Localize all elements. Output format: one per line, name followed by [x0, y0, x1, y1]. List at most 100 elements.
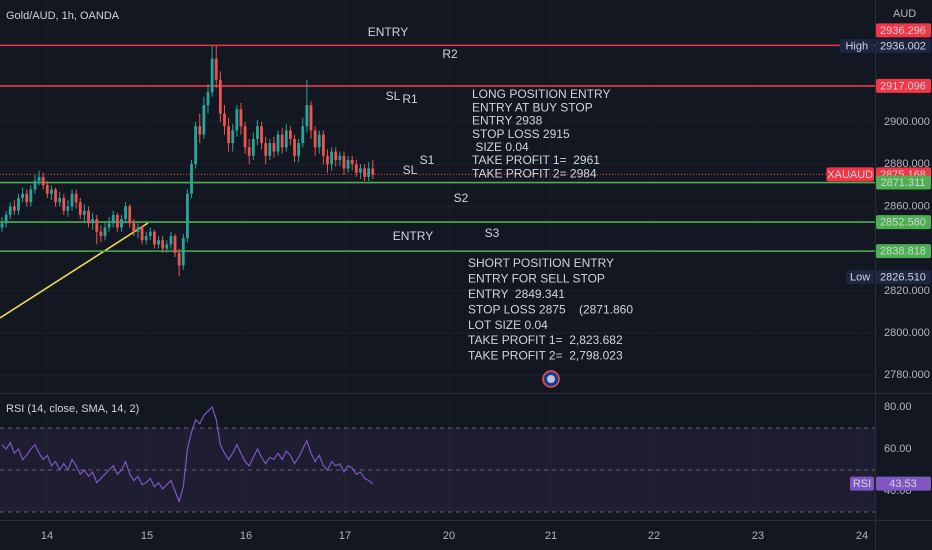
price-badge — [876, 78, 931, 93]
y-tick-label: 2860.000 — [884, 200, 930, 212]
price-badge-label: 2936.296 — [880, 25, 926, 37]
candle-body — [198, 126, 202, 135]
note-line: ENTRY 2849.341 — [468, 287, 565, 301]
candle-body — [268, 143, 272, 156]
price-badge-label: 2852.580 — [880, 216, 926, 228]
price-tag-label: Low — [850, 272, 870, 284]
candle-body — [260, 126, 263, 144]
candle-body — [313, 130, 317, 148]
trend-line — [0, 222, 149, 319]
level-lines — [0, 44, 875, 252]
candle-body — [140, 227, 144, 241]
candle-body — [235, 109, 239, 131]
candle-body — [37, 176, 41, 182]
rsi-tag — [850, 476, 874, 491]
x-tick-label: 24 — [856, 530, 868, 542]
price-tag — [846, 270, 874, 285]
flag-icon — [542, 370, 560, 388]
candle-body — [251, 138, 255, 156]
x-tick-label: 21 — [545, 530, 557, 542]
candle-body — [371, 168, 375, 175]
candle-body — [321, 134, 325, 156]
candle-body — [45, 185, 49, 194]
currency-label: AUD — [893, 8, 916, 20]
candle-body — [297, 143, 301, 156]
candle-body — [181, 238, 185, 266]
candle-body — [144, 235, 148, 241]
candle-body — [190, 164, 193, 194]
candle-body — [293, 138, 296, 156]
candle-body — [17, 197, 20, 211]
candle-body — [99, 231, 103, 236]
candle-body — [157, 240, 160, 245]
y-tick-label: 2820.000 — [884, 285, 930, 297]
candle-body — [256, 126, 259, 139]
candle-body — [95, 219, 99, 232]
candle-body — [25, 193, 29, 203]
candle-body — [115, 214, 119, 228]
price-tag — [839, 39, 874, 54]
candle-body — [70, 193, 74, 207]
candle-body — [284, 130, 288, 148]
note-line: STOP LOSS 2875 (2871.860 — [468, 302, 633, 316]
candle-body — [107, 223, 111, 228]
rsi-badge-label: 43.53 — [889, 478, 917, 490]
candle-body — [247, 147, 251, 156]
note-line: ENTRY FOR SELL STOP — [468, 272, 605, 286]
rsi-tick-label: 80.00 — [884, 401, 912, 413]
candle-body — [301, 126, 305, 144]
x-tick-label: 17 — [339, 530, 351, 542]
note-line: SIZE 0.04 — [472, 140, 529, 154]
candle-body — [359, 168, 362, 173]
candle-body — [186, 193, 189, 239]
price-badge — [876, 175, 931, 190]
rsi-tag-label: RSI — [853, 478, 871, 490]
candle-body — [87, 210, 90, 224]
candle-body — [165, 244, 169, 249]
price-badge — [876, 215, 931, 230]
candle-body — [202, 105, 206, 135]
axes: 2780.000 2800.000 2820.000 2860.000 2880.000… — [41, 23, 931, 542]
note-line: ENTRY 2938 — [472, 114, 543, 128]
x-tick-label: 23 — [752, 530, 764, 542]
candle-body — [91, 219, 95, 224]
candle-body — [367, 168, 371, 177]
candle-body — [223, 113, 226, 127]
annotation: SL — [386, 89, 401, 103]
candle-body — [227, 126, 230, 144]
candle-body — [243, 126, 247, 148]
annotation: SL — [403, 163, 418, 177]
note-line: LONG POSITION ENTRY — [472, 87, 610, 101]
rsi-badge — [876, 476, 931, 491]
y-tick-label: 2800.000 — [884, 327, 930, 339]
rsi-title: RSI (14, close, SMA, 14, 2) — [6, 403, 139, 415]
price-tag — [826, 167, 874, 182]
rsi-tick-label: 60.00 — [884, 443, 912, 455]
candle-body — [206, 92, 210, 106]
candle-body — [169, 235, 173, 245]
candle-body — [276, 134, 280, 152]
candle-body — [78, 202, 82, 215]
annotation: S1 — [420, 153, 435, 167]
note-line: SHORT POSITION ENTRY — [468, 256, 614, 270]
note-line: TAKE PROFIT 1= 2,823.682 — [468, 333, 623, 347]
candle-body — [128, 206, 132, 224]
candle-body — [338, 155, 342, 160]
candle-body — [280, 134, 284, 148]
price-tag-label: XAUAUD — [827, 169, 873, 181]
candle-body — [177, 252, 181, 266]
x-tick-label: 15 — [141, 530, 153, 542]
candle-body — [83, 210, 86, 215]
candle-body — [12, 206, 16, 211]
candle-body — [136, 227, 140, 232]
candle-body — [148, 231, 152, 236]
candle-body — [74, 193, 78, 203]
candle-body — [54, 189, 57, 203]
candle-body — [161, 240, 165, 249]
candle-body — [231, 130, 235, 144]
y-tick-label: 2900.000 — [884, 116, 930, 128]
candle-body — [214, 58, 218, 80]
rsi-line — [1, 405, 374, 504]
note-line: TAKE PROFIT 2= 2,798.023 — [468, 349, 623, 363]
